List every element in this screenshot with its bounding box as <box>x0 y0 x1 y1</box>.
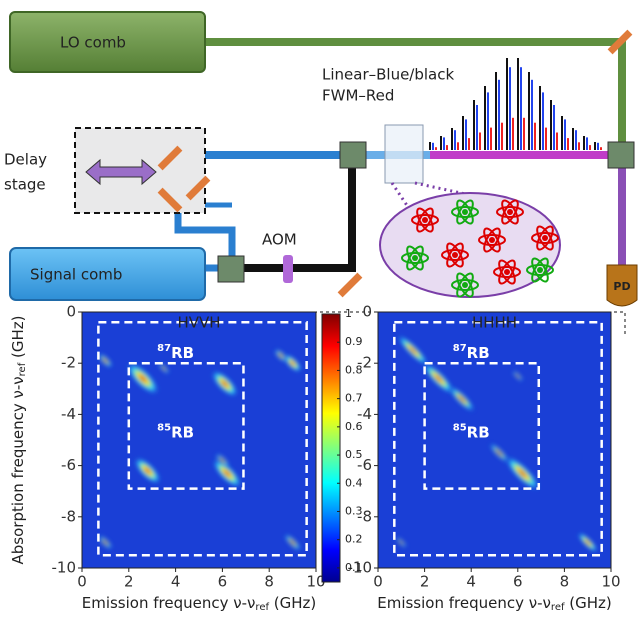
x-tick-label: 6 <box>218 573 228 591</box>
axis-label: Absorption frequency ν-νref (GHz) <box>9 316 29 565</box>
colorbar-tick-label: 0.8 <box>345 363 363 376</box>
colorbar-tick-label: 0.1 <box>345 561 363 574</box>
atom-nucleus <box>542 235 548 241</box>
sample-cell <box>385 125 423 183</box>
region-label-text: RB <box>467 343 490 361</box>
x-tick-label: 6 <box>513 573 523 591</box>
region-label-sup: 85 <box>453 422 467 433</box>
chart-title: HVVH <box>177 314 220 332</box>
region-label-text: RB <box>171 343 194 361</box>
pd-label: PD <box>613 280 630 293</box>
y-tick-label: -2 <box>61 354 76 372</box>
y-tick-label: -8 <box>61 507 76 525</box>
axis-label-unit: (GHz) <box>269 594 316 612</box>
delay-label: stage <box>4 176 46 194</box>
lo-comb-label: LO comb <box>60 34 126 52</box>
x-tick-label: 2 <box>124 573 134 591</box>
delay-label: Delay <box>4 151 47 169</box>
axis-label-main: Emission frequency ν-ν <box>377 594 551 612</box>
colorbar <box>322 314 340 582</box>
colorbar-tick-label: 0.5 <box>345 448 363 461</box>
aom <box>283 255 293 283</box>
axis-label-unit: (GHz) <box>565 594 612 612</box>
region-label-sup: 85 <box>157 422 171 433</box>
axis-label: Emission frequency ν-νref (GHz) <box>82 594 317 614</box>
colorbar-tick-label: 0.6 <box>345 420 363 433</box>
x-tick-label: 4 <box>466 573 476 591</box>
legend-text: FWM–Red <box>322 87 394 105</box>
colorbar-tick-label: 0.4 <box>345 476 363 489</box>
y-tick-label: 0 <box>362 303 372 321</box>
aom-label: AOM <box>262 231 297 249</box>
atom-nucleus <box>412 255 418 261</box>
atom-nucleus <box>462 282 468 288</box>
axis-label-main: Emission frequency ν-ν <box>82 594 256 612</box>
colorbar-tick-label: 0.9 <box>345 335 363 348</box>
axis-label-main: Absorption frequency ν-ν <box>9 376 27 564</box>
atom-nucleus <box>462 209 468 215</box>
x-tick-label: 4 <box>171 573 181 591</box>
y-tick-label: 0 <box>66 303 76 321</box>
setup-diagram: LO comb Signal comb Delay stage AOM Line… <box>4 12 637 335</box>
region-label-text: RB <box>171 423 194 441</box>
chart-title: HHHH <box>472 314 517 332</box>
atom-nucleus <box>507 209 513 215</box>
region-label-sup: 87 <box>157 343 171 354</box>
x-tick-label: 10 <box>601 573 620 591</box>
axis-label-sub: ref <box>551 602 565 613</box>
axis-label: Emission frequency ν-νref (GHz) <box>377 594 612 614</box>
axis-label-sub: ref <box>17 362 28 376</box>
colorbar-tick-label: 0.7 <box>345 392 363 405</box>
legend-text: Linear–Blue/black <box>322 66 454 84</box>
atom-nucleus <box>422 217 428 223</box>
y-tick-label: -10 <box>52 559 77 577</box>
colorbar-tick-label: 0.2 <box>345 533 363 546</box>
axis-label-unit: (GHz) <box>9 316 27 363</box>
figure: LO comb Signal comb Delay stage AOM Line… <box>0 0 639 614</box>
signal-beam-shifted <box>232 160 352 268</box>
axis-label-sub: ref <box>255 602 269 613</box>
region-label-text: RB <box>467 423 490 441</box>
x-tick-label: 8 <box>264 573 274 591</box>
signal-comb-label: Signal comb <box>30 266 122 284</box>
colorbar-tick-label: 0.3 <box>345 504 363 517</box>
y-tick-label: -4 <box>61 405 76 423</box>
region-label-sup: 87 <box>453 343 467 354</box>
x-tick-label: 0 <box>373 573 383 591</box>
atom-nucleus <box>452 252 458 258</box>
y-tick-label: -6 <box>61 456 76 474</box>
atom-nucleus <box>504 269 510 275</box>
atom-nucleus <box>537 267 543 273</box>
colorbar-tick-label: 1 <box>345 307 352 320</box>
x-tick-label: 8 <box>560 573 570 591</box>
x-tick-label: 0 <box>77 573 87 591</box>
charts: 87RB85RBHVVH02468100-2-4-6-8-10Emission … <box>9 303 621 614</box>
x-tick-label: 2 <box>420 573 430 591</box>
atom-nucleus <box>489 237 495 243</box>
